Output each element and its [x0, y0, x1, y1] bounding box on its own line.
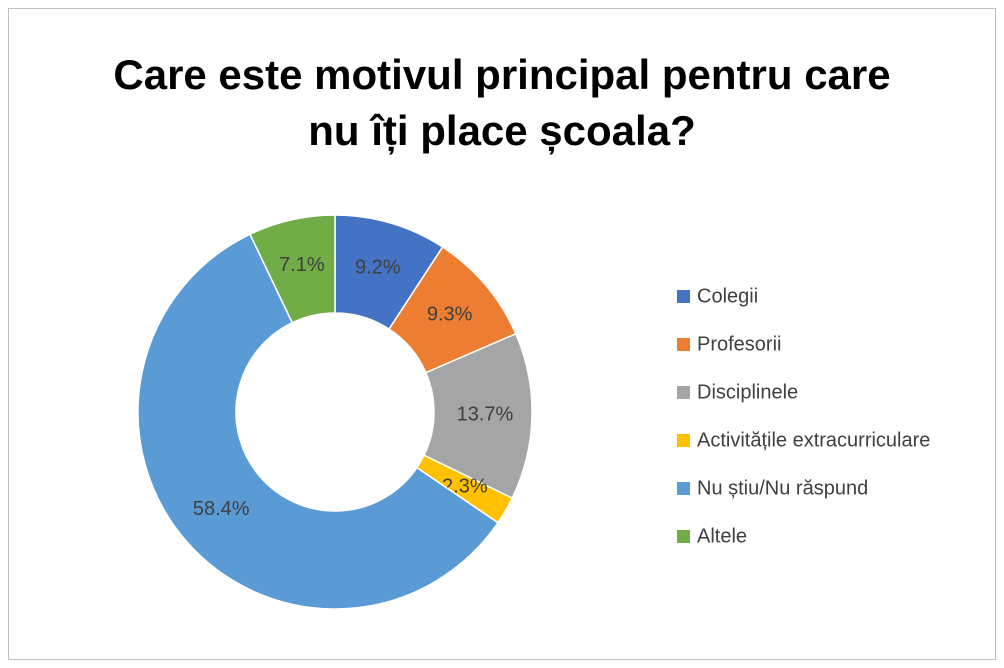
legend-swatch — [677, 386, 690, 399]
data-label: 7.1% — [279, 254, 325, 276]
legend-label: Disciplinele — [697, 381, 798, 403]
legend-label: Colegii — [697, 285, 758, 307]
legend-swatch — [677, 338, 690, 351]
data-label: 58.4% — [193, 498, 250, 520]
data-label: 9.2% — [355, 257, 401, 279]
donut-segment — [249, 214, 336, 324]
data-label: 9.3% — [427, 304, 473, 326]
legend-label: Altele — [697, 525, 747, 547]
legend-label: Profesorii — [697, 333, 781, 355]
title-line: Care este motivul principal pentru care — [113, 51, 890, 98]
legend-swatch — [677, 290, 690, 303]
title-line: nu îți place școala? — [308, 107, 695, 155]
legend-swatch — [677, 482, 690, 495]
legend-swatch — [677, 434, 690, 447]
donut-segment — [137, 233, 499, 610]
legend-label: Activitățile extracurriculare — [697, 429, 930, 451]
chart-title: Care este motivul principal pentru care n… — [113, 51, 890, 155]
legend-label: Nu știu/Nu răspund — [697, 477, 868, 499]
data-label: 13.7% — [457, 404, 514, 426]
legend-swatch — [677, 530, 690, 543]
